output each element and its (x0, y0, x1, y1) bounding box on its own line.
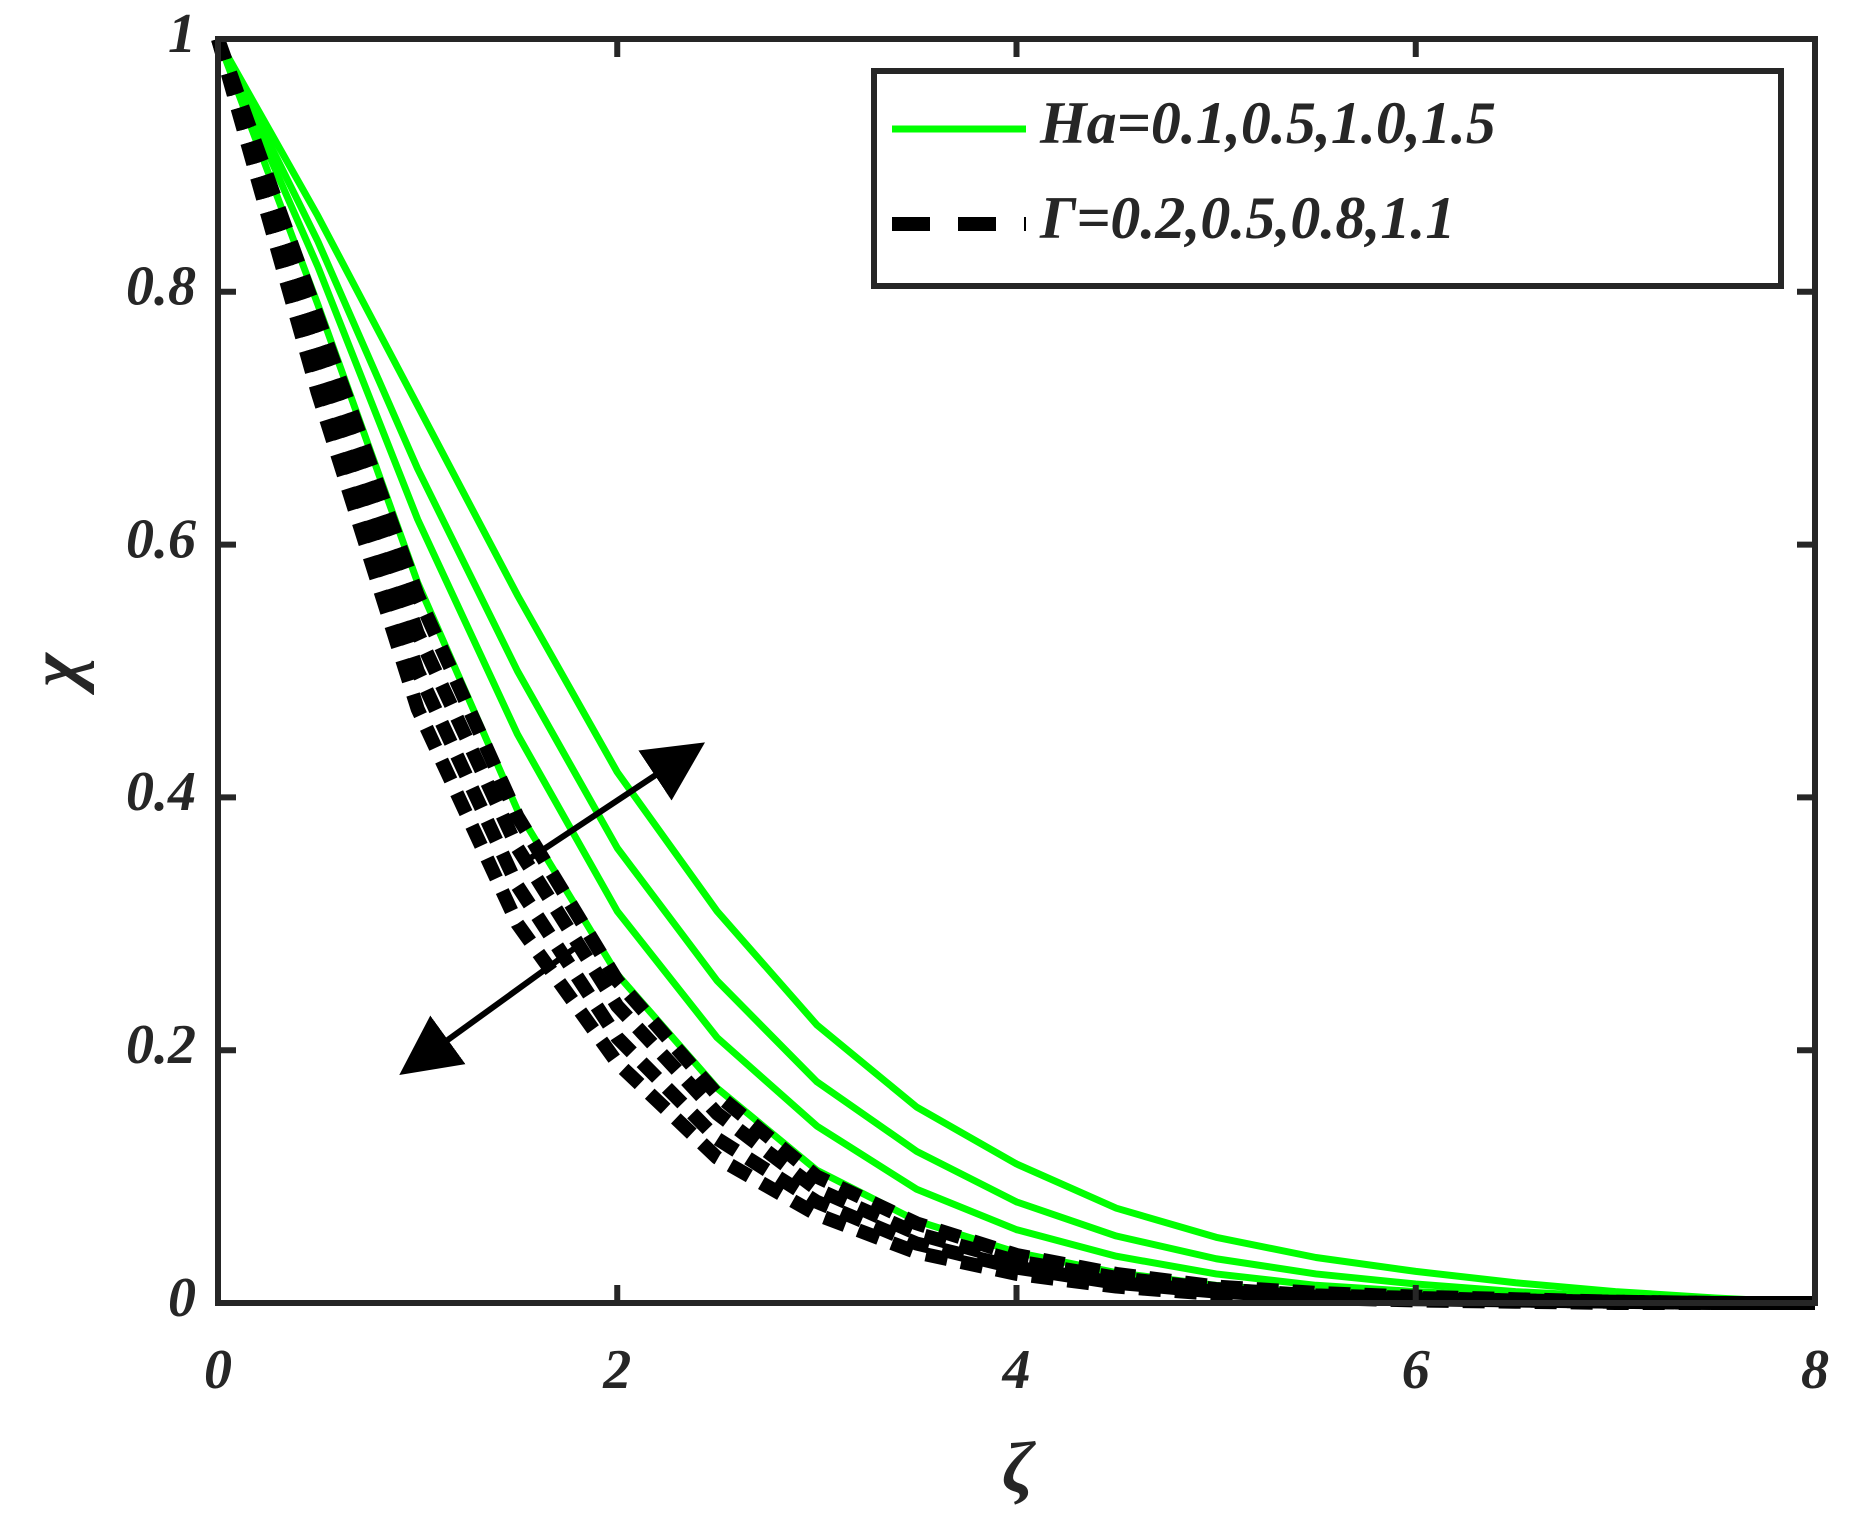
x-tick-label: 2 (602, 1339, 631, 1401)
legend-box (871, 68, 1784, 289)
y-tick-label: 0.2 (126, 1014, 196, 1076)
x-axis-label: ζ (1002, 1428, 1036, 1508)
annotation-arrow (399, 942, 581, 1076)
y-tick-label: 0.4 (126, 761, 196, 823)
series-line (214, 37, 1816, 1307)
y-tick-label: 1 (168, 3, 196, 65)
annotation-arrow (527, 742, 706, 862)
y-tick-label: 0.8 (126, 256, 196, 318)
series-line (211, 36, 1815, 1310)
x-tick-label: 6 (1402, 1339, 1430, 1401)
legend-label: Γ=0.2,0.5,0.8,1.1 (1039, 185, 1455, 251)
legend-label: Ha=0.1,0.5,1.0,1.5 (1039, 90, 1496, 156)
x-tick-label: 0 (204, 1339, 232, 1401)
y-tick-label: 0 (168, 1267, 196, 1329)
x-tick-label: 4 (1002, 1339, 1031, 1401)
y-tick-label: 0.6 (126, 508, 196, 570)
x-tick-label: 8 (1801, 1339, 1829, 1401)
